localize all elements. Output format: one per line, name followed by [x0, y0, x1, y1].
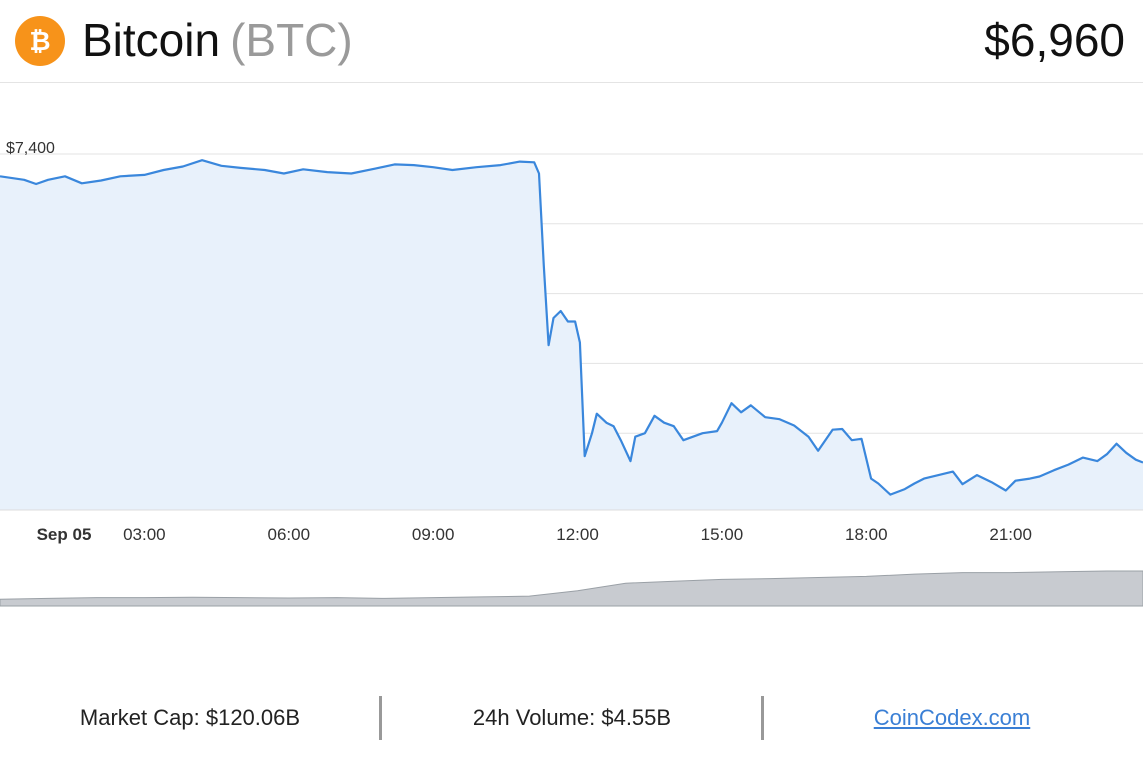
coin-header: ₿ Bitcoin (BTC) $6,960: [0, 0, 1143, 83]
y-tick-label: $7,400: [6, 140, 55, 157]
x-tick-label: 03:00: [123, 525, 166, 544]
x-tick-label: 18:00: [845, 525, 888, 544]
coin-symbol: (BTC): [230, 14, 353, 66]
price-area-fill: [0, 160, 1143, 510]
x-tick-label: 12:00: [556, 525, 599, 544]
x-tick-label: Sep 05: [37, 525, 92, 544]
bitcoin-logo-glyph: ₿: [29, 27, 50, 57]
coincodex-link[interactable]: CoinCodex.com: [873, 705, 1031, 730]
volume-navigator[interactable]: [0, 570, 1143, 607]
coin-stats-footer: Market Cap: $120.06B 24h Volume: $4.55B …: [0, 690, 1143, 746]
x-tick-label: 15:00: [701, 525, 744, 544]
coin-name: Bitcoin: [82, 14, 221, 66]
bitcoin-logo-circle: [15, 16, 65, 66]
current-price: $6,960: [984, 14, 1125, 66]
bitcoin-logo-icon: ₿: [15, 16, 65, 66]
volume-24h: 24h Volume: $4.55B: [472, 705, 672, 730]
price-chart[interactable]: $6,900$7,000$7,100$7,200$7,300$7,400Sep …: [0, 120, 1143, 610]
source-link-cell: CoinCodex.com: [782, 690, 1122, 746]
x-tick-label: 06:00: [267, 525, 310, 544]
x-tick-label: 09:00: [412, 525, 455, 544]
price-line[interactable]: [0, 159, 1143, 496]
coin-title: Bitcoin (BTC): [82, 10, 353, 70]
stat-divider: [761, 696, 764, 740]
market-cap: Market Cap: $120.06B: [79, 705, 301, 730]
x-tick-label: 21:00: [989, 525, 1032, 544]
stat-divider: [379, 696, 382, 740]
